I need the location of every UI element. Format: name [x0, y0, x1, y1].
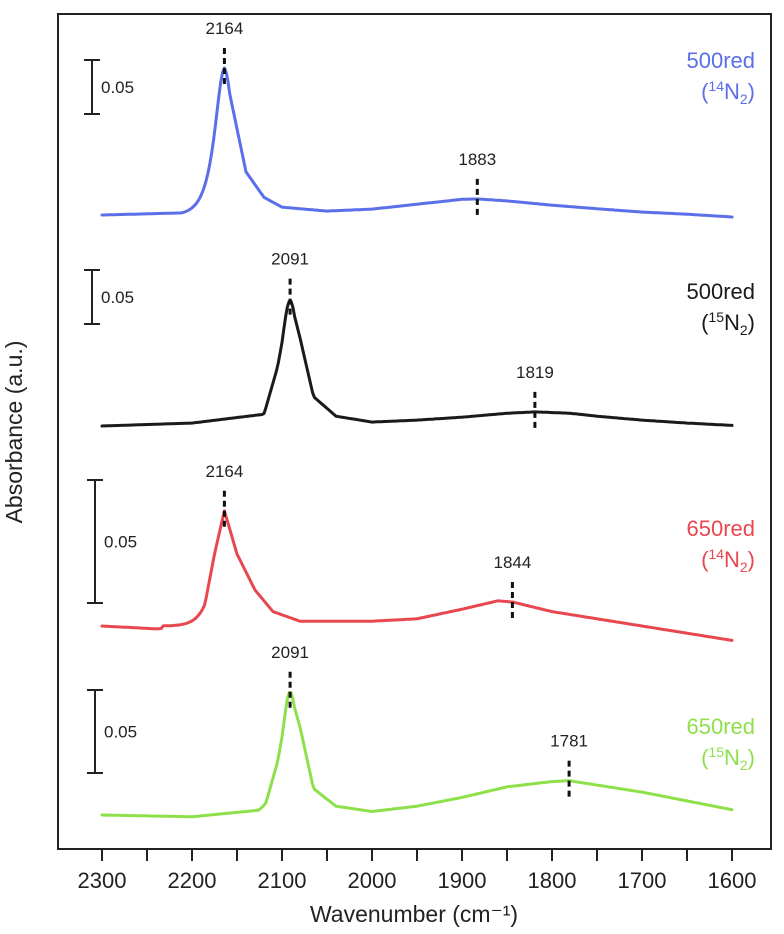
- isotope-element: N: [724, 547, 740, 572]
- series-name: 650red: [686, 516, 755, 541]
- trace-group: 2164 1883 0.05 500red (14N2): [84, 19, 755, 219]
- spectrum-line: [100, 691, 734, 819]
- scale-bar-label: 0.05: [104, 723, 137, 742]
- isotope-count: 2: [740, 322, 748, 338]
- isotope-close: ): [748, 745, 755, 770]
- x-axis: 2300 2200 2100 2000 1900 1800 1700 1600: [78, 849, 757, 893]
- x-tick-label: 1900: [438, 868, 487, 893]
- series-name: 650red: [686, 714, 755, 739]
- isotope-close: ): [748, 547, 755, 572]
- isotope-close: ): [748, 79, 755, 104]
- peak-label: 2091: [271, 250, 309, 269]
- series-name: 500red: [686, 279, 755, 304]
- peak-label: 1844: [493, 553, 531, 572]
- x-axis-title: Wavenumber (cm⁻¹): [310, 901, 518, 927]
- x-tick-label: 2100: [258, 868, 307, 893]
- isotope-element: N: [724, 79, 740, 104]
- peak-label: 1819: [516, 363, 554, 382]
- series-name: 500red: [686, 48, 755, 73]
- peak-label: 1781: [550, 732, 588, 751]
- series-isotope: (14N2): [701, 78, 755, 107]
- x-tick-label: 2000: [348, 868, 397, 893]
- peak-label: 2164: [205, 462, 243, 481]
- isotope-open: (: [701, 310, 709, 335]
- isotope-mass: 15: [708, 744, 724, 760]
- series-isotope: (15N2): [701, 744, 755, 773]
- isotope-open: (: [701, 547, 709, 572]
- trace-group: 2091 1781 0.05 650red (15N2): [87, 643, 755, 819]
- isotope-close: ): [748, 310, 755, 335]
- x-tick-label: 2300: [78, 868, 127, 893]
- spectrum-line: [100, 509, 734, 642]
- isotope-mass: 15: [708, 309, 724, 325]
- scale-bar-label: 0.05: [101, 288, 134, 307]
- isotope-open: (: [701, 745, 709, 770]
- plot-frame: [57, 13, 772, 850]
- trace-group: 2091 1819 0.05 500red (15N2): [84, 250, 755, 432]
- spectrum-line: [100, 66, 734, 219]
- peak-label: 2091: [271, 643, 309, 662]
- x-tick-label: 1800: [528, 868, 577, 893]
- scale-bar-label: 0.05: [101, 78, 134, 97]
- isotope-count: 2: [740, 91, 748, 107]
- scale-bar-label: 0.05: [104, 533, 137, 552]
- peak-label: 1883: [458, 150, 496, 169]
- spectrum-line: [100, 299, 734, 428]
- plot-frame-group: [57, 13, 772, 850]
- x-tick-label: 1600: [708, 868, 757, 893]
- isotope-count: 2: [740, 757, 748, 773]
- x-tick-label: 1700: [618, 868, 667, 893]
- isotope-count: 2: [740, 559, 748, 575]
- isotope-element: N: [724, 745, 740, 770]
- trace-group: 2164 1844 0.05 650red (14N2): [87, 462, 755, 642]
- x-tick-label: 2200: [168, 868, 217, 893]
- series-isotope: (15N2): [701, 309, 755, 338]
- isotope-element: N: [724, 310, 740, 335]
- y-axis-title: Absorbance (a.u.): [1, 341, 27, 524]
- peak-label: 2164: [205, 19, 243, 38]
- isotope-mass: 14: [708, 546, 724, 562]
- isotope-open: (: [701, 79, 709, 104]
- series-isotope: (14N2): [701, 546, 755, 575]
- isotope-mass: 14: [708, 78, 724, 94]
